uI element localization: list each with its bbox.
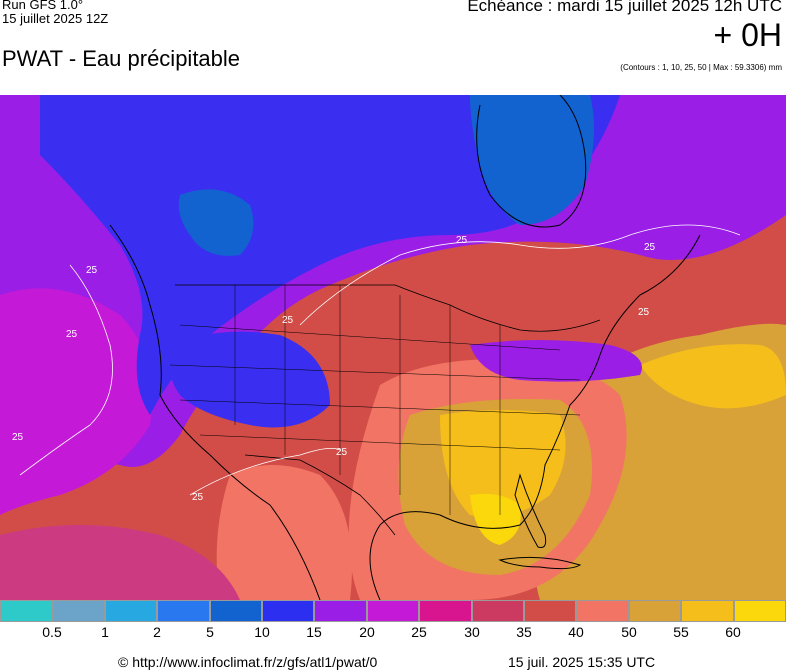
contour-25-north [299,224,741,326]
legend-label: 5 [206,624,214,640]
legend-swatch [471,600,525,622]
run-date: 15 juillet 2025 12Z [2,11,109,26]
legend-label: 40 [568,624,584,640]
forecast-offset: + 0H [713,17,782,53]
credit-link[interactable]: © http://www.infoclimat.fr/z/gfs/atl1/pw… [118,654,378,670]
pwat-zone-hudson-10 [470,95,594,225]
legend-label: 2 [153,624,161,640]
legend-label: 25 [411,624,427,640]
forecast-valid-time: Echéance : mardi 15 juillet 2025 12h UTC [467,0,782,15]
legend-label: 20 [359,624,375,640]
legend-label: 60 [725,624,741,640]
legend-label: 1 [101,624,109,640]
contour-25-south [189,447,341,496]
border-canada-us [175,284,601,332]
contour-label: 25 [336,447,348,458]
legend-swatch [52,600,105,622]
run-model: Run GFS 1.0° [2,0,84,12]
coastline-cuba [498,556,582,570]
pwat-zone-pacific-25 [0,288,152,515]
pwat-zone-canada-15 [40,95,620,415]
contour-label: 25 [192,492,204,503]
legend-label: 55 [673,624,689,640]
state-borders [169,285,581,515]
coastline-hudson-bay [476,95,587,228]
pwat-zone-mexico-40 [216,465,352,600]
contour-label: 25 [66,329,78,340]
legend-swatch [366,600,420,622]
contour-label: 25 [638,307,650,318]
pwat-zone-northwest-10 [178,189,254,256]
pwat-zone-rockies-15 [168,331,330,428]
coastline-pacific [109,224,321,600]
legend-swatch [419,600,472,622]
contour-25-pacific [19,264,113,476]
contour-label: 25 [12,432,24,443]
pwat-zone-gulf-55 [470,493,521,545]
contour-label: 25 [86,265,98,276]
legend-swatch [157,600,210,622]
legend-label: 35 [516,624,532,640]
legend-swatch [209,600,263,622]
contour-label: 25 [456,235,468,246]
legend-swatch [628,600,682,622]
border-us-mexico [244,454,396,536]
legend-swatch [681,600,734,622]
contours-note: (Contours : 1, 10, 25, 50 | Max : 59.330… [620,63,782,72]
map-title: PWAT - Eau précipitable [2,46,241,71]
pwat-map: 25 25 25 25 25 25 25 25 25 [0,95,786,600]
legend-swatch [733,600,786,622]
legend-swatch [104,600,158,622]
contour-label: 25 [644,242,656,253]
legend-swatch [0,600,53,622]
coastline-florida [514,473,547,548]
legend-label: 30 [464,624,480,640]
generated-time: 15 juil. 2025 15:35 UTC [508,654,656,670]
coastline-atlantic [369,234,701,600]
contour-label: 25 [282,315,294,326]
legend-labels: 0.5 1 2 5 10 15 20 25 30 35 40 50 55 60 [0,624,786,644]
legend-label: 10 [254,624,270,640]
legend-label: 50 [621,624,637,640]
legend-swatch [576,600,629,622]
color-legend [0,600,786,622]
legend-swatch [314,600,367,622]
pwat-zone-atlantic-55 [640,344,786,409]
pwat-zone-eastcoast-20 [470,340,642,382]
legend-label: 15 [306,624,322,640]
legend-swatch [524,600,577,622]
legend-label: 0.5 [42,624,62,640]
legend-swatch [262,600,315,622]
pwat-zone-pacific-30 [0,525,240,600]
pwat-zone-southeast-55 [440,410,566,518]
